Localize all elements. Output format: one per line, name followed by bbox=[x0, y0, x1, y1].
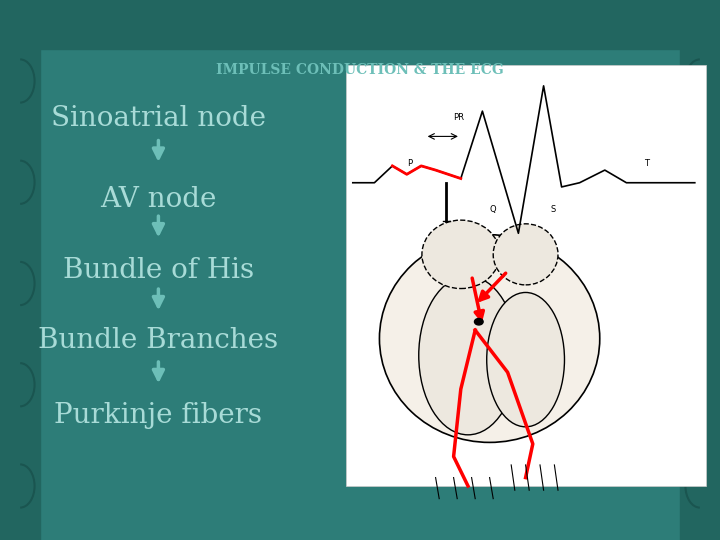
Ellipse shape bbox=[422, 220, 500, 288]
Bar bbox=[0, 49, 40, 540]
Text: Sinoatrial node: Sinoatrial node bbox=[51, 105, 266, 132]
Ellipse shape bbox=[493, 224, 558, 285]
Text: Purkinje fibers: Purkinje fibers bbox=[55, 402, 262, 429]
Text: AV node: AV node bbox=[100, 186, 217, 213]
Text: Q: Q bbox=[490, 205, 496, 214]
Ellipse shape bbox=[419, 276, 517, 435]
Bar bbox=[346, 65, 706, 486]
Circle shape bbox=[474, 319, 483, 325]
Text: PR: PR bbox=[454, 112, 464, 122]
Ellipse shape bbox=[379, 235, 600, 442]
Text: Bundle Branches: Bundle Branches bbox=[38, 327, 279, 354]
Bar bbox=[680, 49, 720, 540]
Ellipse shape bbox=[487, 293, 564, 427]
Text: S: S bbox=[551, 205, 556, 214]
Bar bbox=[0, 0, 720, 49]
Text: IMPULSE CONDUCTION & THE ECG: IMPULSE CONDUCTION & THE ECG bbox=[216, 63, 504, 77]
Text: Bundle of His: Bundle of His bbox=[63, 256, 254, 284]
Text: P: P bbox=[407, 159, 412, 168]
Text: T: T bbox=[644, 159, 649, 168]
